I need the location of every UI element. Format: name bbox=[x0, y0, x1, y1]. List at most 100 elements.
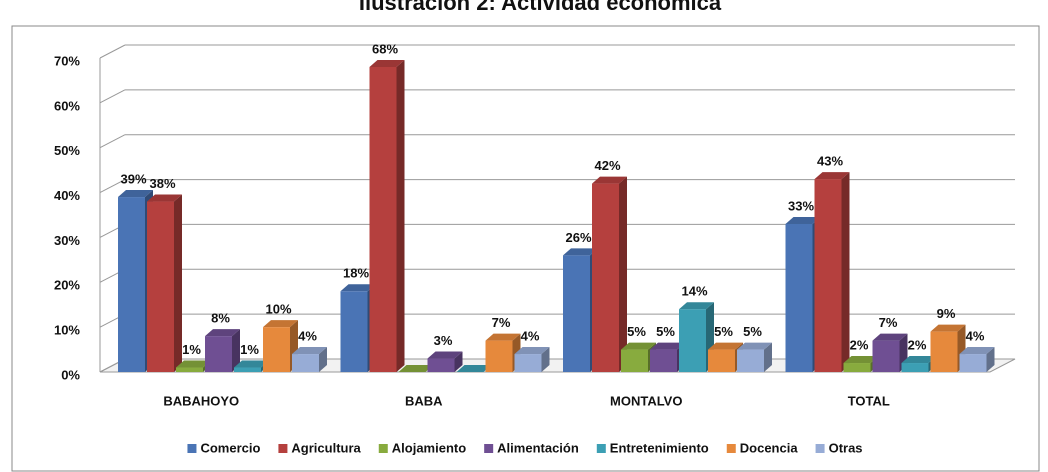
chart-frame bbox=[11, 25, 1040, 472]
bar-top bbox=[369, 59, 405, 67]
bar-top bbox=[737, 342, 772, 350]
legend-label: Alimentación bbox=[497, 440, 579, 455]
bar-top bbox=[785, 216, 821, 224]
bar-front bbox=[872, 340, 900, 372]
legend-label: Entretenimiento bbox=[610, 440, 709, 455]
bar bbox=[514, 347, 550, 372]
y-tick-label: 60% bbox=[54, 98, 80, 113]
bar-front bbox=[650, 349, 677, 372]
bar-top bbox=[930, 324, 966, 332]
bar-top bbox=[292, 347, 327, 355]
bar-front bbox=[959, 354, 987, 372]
bar-top bbox=[679, 302, 714, 310]
bar-top bbox=[427, 351, 463, 359]
bar-top bbox=[814, 172, 850, 180]
bar-top bbox=[176, 360, 211, 368]
bar bbox=[592, 176, 627, 372]
bar-top bbox=[708, 342, 743, 350]
bar-side bbox=[232, 329, 240, 372]
legend-swatch bbox=[278, 444, 288, 453]
legend-swatch bbox=[596, 444, 606, 453]
legend-label: Otras bbox=[829, 440, 863, 455]
legend-swatch bbox=[815, 444, 825, 453]
bar-top bbox=[901, 356, 937, 364]
bar-front bbox=[930, 331, 958, 372]
bar-top bbox=[592, 176, 627, 184]
bar-top bbox=[843, 356, 879, 364]
chart-title: Ilustración 2: Actividad económica bbox=[359, 0, 722, 15]
bar-front bbox=[814, 179, 842, 372]
grid-line-side bbox=[99, 44, 126, 59]
data-label: 2% bbox=[908, 337, 927, 352]
bar bbox=[292, 347, 327, 372]
legend-label: Docencia bbox=[740, 440, 799, 455]
bar-front bbox=[427, 358, 455, 372]
bar-front bbox=[708, 349, 735, 372]
bar bbox=[369, 59, 405, 372]
bar-side bbox=[986, 347, 995, 372]
bar-front bbox=[621, 349, 648, 372]
x-tick-label: BABA bbox=[405, 393, 443, 408]
y-tick-label: 20% bbox=[54, 278, 80, 293]
bar-front bbox=[843, 363, 871, 372]
bar bbox=[205, 329, 240, 372]
data-label: 5% bbox=[656, 324, 675, 339]
bar-side bbox=[396, 59, 405, 372]
data-label: 5% bbox=[714, 324, 733, 339]
bar-top bbox=[147, 194, 182, 202]
bar bbox=[650, 342, 685, 372]
bar-top bbox=[340, 284, 376, 292]
y-tick-label: 50% bbox=[54, 143, 80, 158]
data-label: 5% bbox=[627, 324, 646, 339]
bar bbox=[737, 342, 772, 372]
data-label: 9% bbox=[937, 306, 956, 321]
x-tick-label: MONTALVO bbox=[610, 393, 682, 408]
data-label: 42% bbox=[594, 158, 620, 173]
data-label: 7% bbox=[879, 315, 898, 330]
data-label: 3% bbox=[434, 333, 453, 348]
data-label: 39% bbox=[120, 171, 146, 186]
bar-side bbox=[619, 176, 627, 372]
data-label: 10% bbox=[265, 302, 291, 317]
bar-front bbox=[901, 363, 929, 372]
bar-front bbox=[176, 367, 203, 372]
data-label: 1% bbox=[240, 342, 259, 357]
data-label: 38% bbox=[149, 176, 175, 191]
bar-side bbox=[319, 347, 327, 372]
data-label: 1% bbox=[182, 342, 201, 357]
y-tick-label: 30% bbox=[54, 233, 80, 248]
data-label: 26% bbox=[565, 230, 591, 245]
bar-side bbox=[764, 342, 772, 372]
bar-side bbox=[174, 194, 182, 372]
bar-top bbox=[263, 320, 298, 328]
bar bbox=[263, 320, 298, 372]
y-tick-label: 10% bbox=[54, 323, 80, 338]
data-label: 7% bbox=[492, 315, 511, 330]
bar-front bbox=[514, 354, 542, 372]
bar-side bbox=[454, 351, 463, 372]
bar-front bbox=[118, 197, 145, 372]
bar-front bbox=[785, 223, 813, 372]
bar bbox=[814, 172, 850, 372]
bar-front bbox=[737, 349, 764, 372]
legend-swatch bbox=[187, 444, 197, 453]
bar bbox=[398, 365, 434, 372]
data-label: 5% bbox=[743, 324, 762, 339]
bar-top bbox=[621, 342, 656, 350]
bar-front bbox=[340, 291, 368, 372]
bar-front bbox=[485, 340, 513, 372]
y-tick-label: 0% bbox=[61, 367, 80, 382]
y-tick-label: 40% bbox=[54, 188, 80, 203]
legend-label: Alojamiento bbox=[392, 440, 466, 455]
bar-top bbox=[234, 360, 269, 368]
bar-front bbox=[292, 354, 319, 372]
bar-front bbox=[205, 336, 232, 372]
data-label: 8% bbox=[211, 311, 230, 326]
bar-side bbox=[541, 347, 550, 372]
bar-front bbox=[147, 201, 174, 372]
bar-front bbox=[369, 66, 397, 372]
bar-top bbox=[959, 347, 995, 355]
data-label: 43% bbox=[817, 154, 843, 169]
bar bbox=[427, 351, 463, 372]
data-label: 68% bbox=[372, 41, 398, 56]
